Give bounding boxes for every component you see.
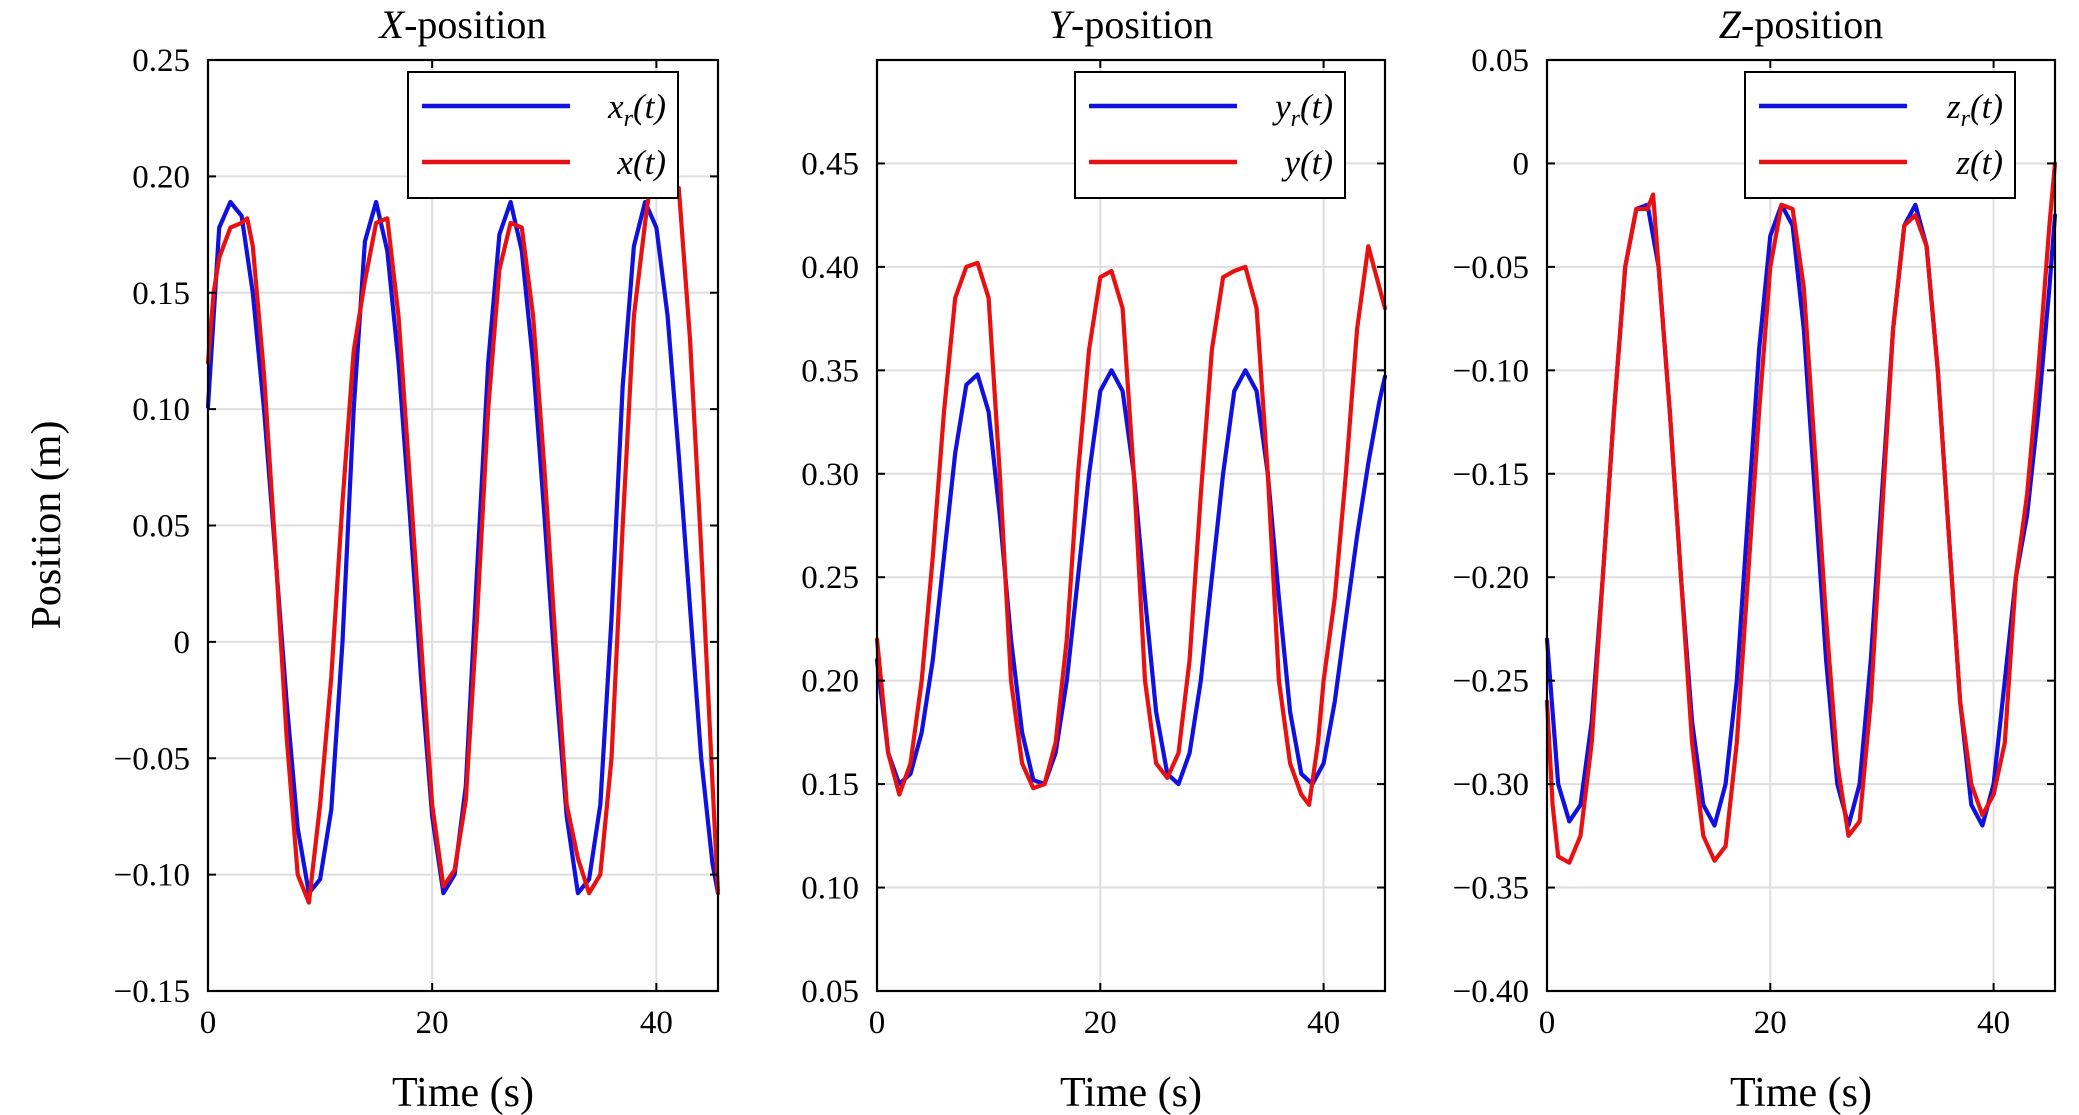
legend-label-arg: (t): [633, 143, 666, 182]
y-tick-label: 0.05: [132, 509, 190, 545]
legend-label-arg: (t): [1970, 87, 2003, 126]
y-tick-label: 0.05: [1471, 43, 1529, 79]
y-tick-label: −0.05: [114, 741, 190, 777]
legend-label: yr(t): [1272, 87, 1333, 132]
legend-label-arg: (t): [1970, 143, 2003, 182]
series-line-x-reference: [205, 199, 721, 896]
y-tick-label: −0.10: [1453, 353, 1529, 389]
legend-box: [1744, 71, 2016, 199]
legend: yr(t)y(t): [1074, 71, 1346, 199]
chart-title-axis: Y: [1049, 2, 1075, 47]
chart-panel-2: 0.05 0.10 0.15 0.20 0.25 0.30 0.35 0.40 0.45 0 20 4…: [801, 2, 1388, 1115]
chart-title: X-position: [378, 2, 547, 47]
legend-label-var: z: [1946, 87, 1961, 126]
x-axis-label: Time (s): [1730, 1070, 1872, 1115]
legend-label: zr(t): [1946, 87, 2003, 132]
legend: zr(t)z(t): [1744, 71, 2016, 199]
chart-panel-1: −0.15 −0.10 −0.05 0 0.05 0.10 0.15 0.20 0.25 0 20 4…: [114, 2, 721, 1115]
y-tick-label: −0.25: [1453, 664, 1529, 700]
legend-label-arg: (t): [633, 87, 666, 126]
series-line-y-actual: [874, 244, 1388, 807]
x-tick-label: 40: [640, 1005, 673, 1041]
y-tick-label: 0.15: [801, 767, 859, 803]
x-tick-label: 0: [1539, 1005, 1556, 1041]
chart-title: Y-position: [1049, 2, 1213, 47]
y-tick-label: −0.15: [1453, 457, 1529, 493]
y-tick-label: 0.25: [801, 560, 859, 596]
y-tick-label: 0.25: [132, 43, 190, 79]
chart-title: Z-position: [1719, 2, 1883, 47]
x-tick-label: 0: [200, 1005, 217, 1041]
legend-label-var: x: [607, 87, 624, 126]
legend-label: xr(t): [607, 87, 666, 132]
legend-label-var: z: [1955, 143, 1970, 182]
series-line-z-actual: [1544, 161, 2058, 865]
y-tick-label: 0.20: [132, 159, 190, 195]
legend-box: [407, 71, 679, 199]
legend-label-arg: (t): [1300, 143, 1333, 182]
x-tick-label: 20: [416, 1005, 449, 1041]
axes-box: [875, 58, 1387, 993]
y-tick-label: −0.20: [1453, 560, 1529, 596]
y-tick-label: 0.10: [132, 392, 190, 428]
legend-label-arg: (t): [1300, 87, 1333, 126]
y-tick-label: −0.30: [1453, 767, 1529, 803]
chart-title-rest: -position: [1071, 2, 1213, 47]
x-tick-label: 40: [1977, 1005, 2010, 1041]
y-tick-label: 0.15: [132, 276, 190, 312]
chart-title-rest: -position: [404, 2, 546, 47]
y-tick-label: 0.35: [801, 353, 859, 389]
legend-label: x(t): [616, 143, 666, 182]
x-tick-label: 20: [1754, 1005, 1787, 1041]
y-tick-label: 0: [174, 625, 191, 661]
axes-box: [1545, 58, 2057, 993]
legend-label-var: y: [1272, 87, 1291, 126]
legend-label-subscript: r: [1961, 106, 1971, 132]
series-line-x-actual: [205, 134, 721, 905]
x-tick-label: 20: [1084, 1005, 1117, 1041]
y-tick-label: 0: [1513, 146, 1530, 182]
x-tick-label: 0: [869, 1005, 886, 1041]
legend-label-var: y: [1281, 143, 1300, 182]
chart-title-rest: -position: [1741, 2, 1883, 47]
x-axis-label: Time (s): [392, 1070, 534, 1115]
y-tick-label: −0.15: [114, 974, 190, 1010]
legend-label-var: x: [616, 143, 633, 182]
y-tick-label: −0.35: [1453, 871, 1529, 907]
y-axis-label: Position (m): [24, 421, 70, 630]
y-tick-label: 0.20: [801, 664, 859, 700]
legend-label-subscript: r: [624, 106, 634, 132]
legend-label: y(t): [1281, 143, 1333, 182]
y-tick-label: 0.10: [801, 871, 859, 907]
legend: xr(t)x(t): [407, 71, 679, 199]
y-tick-label: 0.40: [801, 250, 859, 286]
chart-panel-3: −0.40 −0.35 −0.30 −0.25 −0.20 −0.15 −0.10 −0.05…: [1453, 2, 2058, 1115]
x-tick-label: 40: [1307, 1005, 1340, 1041]
x-axis-label: Time (s): [1060, 1070, 1202, 1115]
legend-label: z(t): [1955, 143, 2003, 182]
y-tick-label: −0.05: [1453, 250, 1529, 286]
legend-label-subscript: r: [1291, 106, 1301, 132]
y-tick-label: −0.10: [114, 858, 190, 894]
y-tick-label: −0.40: [1453, 974, 1529, 1010]
chart-title-axis: X: [378, 2, 406, 47]
y-tick-label: 0.05: [801, 974, 859, 1010]
y-tick-label: 0.30: [801, 457, 859, 493]
y-tick-label: 0.45: [801, 146, 859, 182]
legend-box: [1074, 71, 1346, 199]
chart-title-axis: Z: [1719, 2, 1742, 47]
